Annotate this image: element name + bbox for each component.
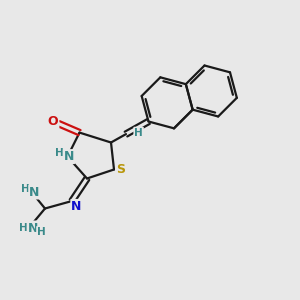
Text: O: O [48, 115, 58, 128]
Text: N: N [29, 185, 40, 199]
Text: N: N [28, 221, 38, 235]
Text: H: H [19, 223, 28, 233]
Text: N: N [71, 200, 82, 213]
Text: H: H [55, 148, 64, 158]
Text: N: N [64, 150, 74, 163]
Text: H: H [20, 184, 29, 194]
Text: H: H [37, 227, 46, 237]
Text: S: S [116, 163, 125, 176]
Text: H: H [134, 128, 143, 138]
